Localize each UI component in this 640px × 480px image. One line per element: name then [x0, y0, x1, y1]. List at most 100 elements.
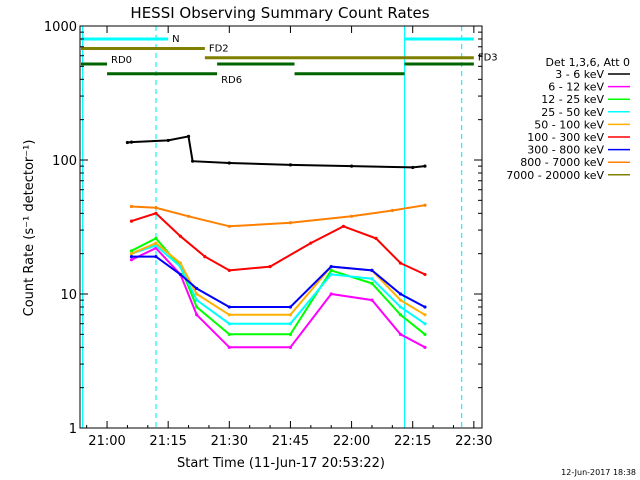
data-point-4-4 — [227, 313, 231, 317]
data-point-7-7 — [423, 203, 427, 207]
data-point-1-0 — [129, 258, 134, 262]
x-axis-label: Start Time (11-Jun-17 20:53:22) — [177, 456, 385, 471]
data-point-6-3 — [195, 286, 199, 291]
y-tick-label-3: 1000 — [44, 20, 77, 35]
state-bar-label-0: N — [172, 34, 179, 45]
legend-entry-1: 6 - 12 keV — [548, 81, 604, 94]
data-point-7-0 — [129, 204, 134, 209]
series-line-6 — [131, 255, 426, 308]
legend-entry-4: 50 - 100 keV — [534, 118, 604, 131]
data-point-1-9 — [423, 345, 427, 349]
data-point-5-10 — [423, 272, 427, 277]
data-point-3-9 — [423, 322, 427, 326]
data-point-2-5 — [288, 332, 293, 336]
data-point-7-5 — [349, 214, 354, 218]
data-point-3-6 — [329, 272, 333, 277]
data-point-5-0 — [129, 219, 134, 223]
state-bar-label-4: RD6 — [221, 75, 242, 86]
data-point-0-7 — [349, 164, 354, 168]
data-point-2-9 — [423, 332, 427, 336]
data-point-0-4 — [191, 159, 195, 163]
data-point-3-3 — [195, 298, 199, 302]
x-tick-label-6: 22:30 — [455, 434, 492, 449]
y-tick-label-0: 1 — [69, 422, 77, 437]
chart-title: HESSI Observing Summary Count Rates — [130, 4, 429, 22]
data-point-6-0 — [129, 255, 134, 259]
x-tick-label-1: 21:15 — [149, 434, 186, 449]
data-point-2-8 — [398, 313, 403, 317]
data-point-7-2 — [186, 214, 191, 218]
data-point-1-5 — [288, 345, 293, 349]
data-point-6-4 — [227, 305, 231, 309]
data-point-5-7 — [341, 224, 346, 228]
legend-header: Det 1,3,6, Att 0 — [546, 56, 630, 69]
data-point-1-7 — [370, 298, 374, 302]
x-tick-label-2: 21:30 — [211, 434, 248, 449]
data-point-5-2 — [178, 234, 182, 238]
data-point-0-1 — [129, 140, 134, 144]
axes: 21:00 21:15 21:30 21:45 22:00 22:15 22:30 1 10 10… — [44, 20, 493, 449]
data-point-2-7 — [370, 281, 374, 285]
data-point-7-3 — [227, 224, 231, 228]
legend-entry-2: 12 - 25 keV — [541, 93, 604, 106]
data-point-5-6 — [309, 241, 313, 245]
data-point-7-1 — [154, 206, 158, 210]
data-point-1-4 — [227, 345, 231, 349]
data-point-6-6 — [329, 265, 333, 269]
data-point-3-7 — [370, 277, 374, 281]
data-point-4-2 — [178, 261, 182, 265]
legend-entry-6: 300 - 800 keV — [527, 144, 604, 157]
x-tick-label-0: 21:00 — [88, 434, 125, 449]
x-tick-label-4: 22:00 — [333, 434, 370, 449]
legend-entry-8: 7000 - 20000 keV — [506, 169, 604, 182]
data-point-1-6 — [329, 292, 333, 296]
state-bar-label-1: FD2 — [209, 43, 229, 54]
data-point-6-5 — [288, 305, 293, 309]
series-line-5 — [131, 212, 426, 276]
data-point-7-6 — [390, 208, 394, 213]
data-point-6-2 — [178, 272, 182, 277]
data-point-6-8 — [398, 292, 403, 296]
series-line-1 — [131, 246, 426, 349]
data-point-4-0 — [129, 252, 134, 256]
data-point-4-9 — [423, 313, 427, 317]
series-line-0 — [127, 135, 426, 169]
footer-timestamp: 12-Jun-2017 18:38 — [561, 468, 636, 477]
y-tick-label-2: 100 — [52, 154, 77, 169]
legend-entry-3: 25 - 50 keV — [541, 106, 604, 119]
data-point-2-1 — [154, 236, 158, 240]
data-point-2-0 — [129, 249, 134, 253]
state-bar-label-2: FD3 — [478, 53, 498, 64]
series-line-4 — [131, 241, 426, 316]
state-bar-label-3: RD0 — [111, 55, 132, 66]
data-point-5-5 — [268, 265, 272, 269]
data-point-0-3 — [186, 134, 191, 139]
y-tick-label-1: 10 — [60, 288, 77, 303]
data-point-5-3 — [203, 255, 207, 259]
data-point-3-4 — [227, 322, 231, 326]
data-point-0-0 — [125, 140, 130, 145]
data-point-2-4 — [227, 332, 231, 336]
data-point-0-2 — [166, 138, 170, 143]
legend-entry-7: 800 - 7000 keV — [520, 156, 604, 169]
data-point-2-6 — [329, 268, 333, 273]
x-tick-label-5: 22:15 — [394, 434, 431, 449]
data-point-5-8 — [374, 236, 378, 240]
data-point-6-7 — [370, 268, 374, 273]
data-point-6-9 — [423, 305, 427, 309]
data-point-3-8 — [398, 305, 403, 309]
data-point-6-1 — [154, 255, 158, 259]
data-point-0-9 — [423, 164, 427, 168]
data-point-3-5 — [288, 322, 293, 326]
legend-entry-5: 100 - 300 keV — [527, 131, 604, 144]
data-point-7-4 — [288, 221, 293, 225]
legend-entry-0: 3 - 6 keV — [555, 68, 604, 81]
data-point-5-1 — [154, 211, 158, 215]
data-point-0-6 — [288, 163, 293, 167]
data-point-1-8 — [398, 332, 403, 336]
data-point-0-8 — [411, 165, 415, 170]
x-tick-label-3: 21:45 — [272, 434, 309, 449]
data-point-0-5 — [227, 161, 231, 165]
